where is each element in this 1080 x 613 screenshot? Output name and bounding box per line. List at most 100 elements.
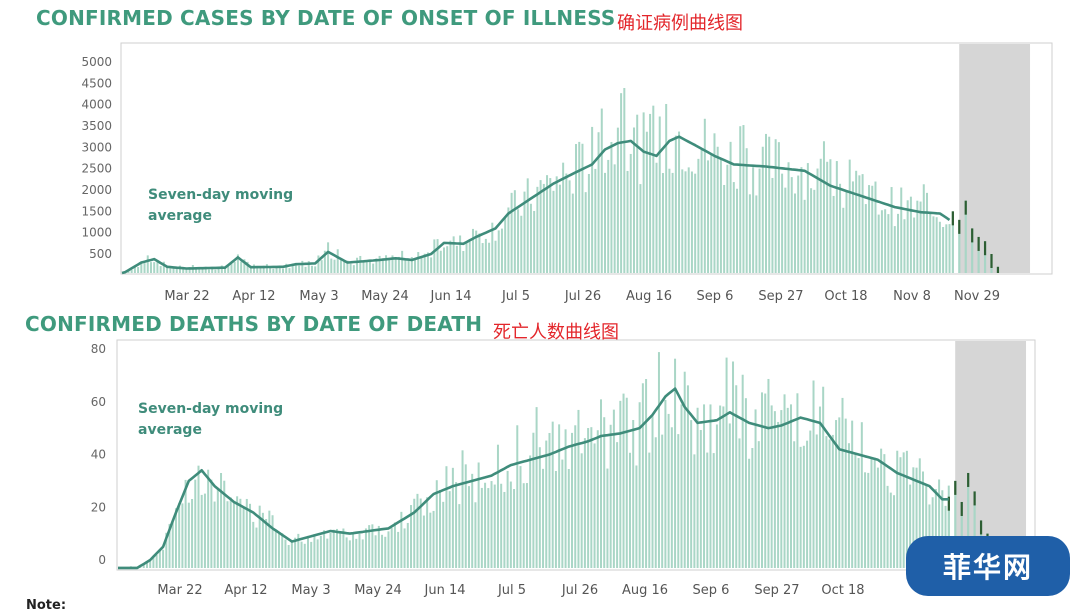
data-bar xyxy=(818,406,821,568)
data-bar xyxy=(320,260,323,273)
x-tick-label: Aug 16 xyxy=(626,289,672,304)
data-bar xyxy=(655,162,658,273)
data-bar xyxy=(593,443,596,568)
data-bar xyxy=(686,385,689,568)
data-bar xyxy=(262,265,265,273)
data-bar xyxy=(269,266,272,273)
data-bar xyxy=(752,167,755,273)
data-bar xyxy=(777,142,780,273)
data-bar xyxy=(632,127,635,273)
data-bar xyxy=(474,502,477,568)
data-bar xyxy=(919,201,922,273)
data-bar xyxy=(259,267,262,273)
data-bar xyxy=(606,468,609,568)
recent-data-bar-marker xyxy=(983,241,987,256)
data-bar xyxy=(639,184,642,273)
data-bar xyxy=(938,479,941,568)
data-bar xyxy=(162,261,165,273)
data-bar xyxy=(735,385,738,568)
y-tick-label: 2000 xyxy=(81,183,112,197)
data-bar xyxy=(240,261,243,273)
data-bar xyxy=(207,469,210,568)
data-bar xyxy=(657,352,660,568)
recent-data-bar xyxy=(951,211,954,273)
data-bar xyxy=(181,503,184,568)
data-bar xyxy=(448,491,451,568)
data-bar xyxy=(290,540,293,568)
y-tick-label: 60 xyxy=(91,395,106,409)
data-bar xyxy=(591,126,594,274)
data-bar xyxy=(715,424,718,568)
data-bar xyxy=(226,501,229,568)
moving-average-label: Seven-day moving xyxy=(148,187,293,203)
data-bar xyxy=(654,437,657,568)
data-bar xyxy=(842,207,845,273)
data-bar xyxy=(364,528,367,568)
data-bar xyxy=(549,178,552,273)
data-bar xyxy=(571,193,574,273)
data-bar xyxy=(871,185,874,273)
data-bar xyxy=(668,168,671,273)
data-bar xyxy=(870,458,873,568)
data-bar xyxy=(401,250,404,273)
data-bar xyxy=(404,258,407,273)
data-bar xyxy=(255,527,258,568)
data-bar xyxy=(876,467,879,568)
data-bar xyxy=(339,532,342,568)
data-bar xyxy=(674,135,677,273)
data-bar xyxy=(909,196,912,273)
data-bar xyxy=(709,404,712,568)
data-bar xyxy=(359,255,362,273)
y-tick-label: 20 xyxy=(91,500,106,514)
data-bar xyxy=(352,533,355,568)
data-bar xyxy=(300,541,303,568)
data-bar xyxy=(694,173,697,273)
data-bar xyxy=(773,411,776,568)
data-bar xyxy=(826,161,829,273)
data-bar xyxy=(812,380,815,568)
data-bar xyxy=(435,480,438,568)
data-bar xyxy=(693,454,696,568)
data-bar xyxy=(916,200,919,273)
incomplete-data-band xyxy=(959,44,1031,273)
recent-data-bar-marker xyxy=(996,266,1000,273)
data-bar xyxy=(742,125,745,273)
data-bar xyxy=(700,149,703,273)
data-bar xyxy=(948,224,951,273)
data-bar xyxy=(671,172,674,273)
data-bar xyxy=(873,457,876,568)
data-bar xyxy=(294,537,297,568)
data-bar xyxy=(902,452,905,568)
data-bar xyxy=(455,482,458,568)
data-bar xyxy=(874,181,877,273)
data-bar xyxy=(761,392,763,568)
data-bar xyxy=(645,131,648,273)
data-bar xyxy=(487,488,490,568)
data-bar xyxy=(349,263,352,273)
data-bar xyxy=(272,268,275,273)
data-bar xyxy=(828,439,831,568)
data-bar xyxy=(445,466,448,568)
data-bar xyxy=(696,407,699,568)
data-bar xyxy=(719,405,722,568)
data-bar xyxy=(171,522,174,568)
data-bar xyxy=(410,505,413,568)
data-bar xyxy=(583,438,586,568)
data-bar xyxy=(210,479,213,568)
data-bar xyxy=(783,394,786,568)
data-bar xyxy=(491,222,494,273)
data-bar xyxy=(426,252,429,273)
data-bar xyxy=(323,530,326,568)
data-bar xyxy=(642,112,645,274)
data-bar xyxy=(345,537,348,568)
data-bar xyxy=(796,393,799,568)
data-bar xyxy=(658,116,661,273)
data-bar xyxy=(710,154,713,273)
data-bar xyxy=(214,269,217,273)
x-tick-label: Apr 12 xyxy=(224,583,267,598)
data-bar xyxy=(825,436,828,568)
x-tick-label: May 24 xyxy=(354,583,402,598)
data-bar xyxy=(744,398,747,568)
data-bar xyxy=(897,213,900,273)
data-bar xyxy=(867,472,870,568)
